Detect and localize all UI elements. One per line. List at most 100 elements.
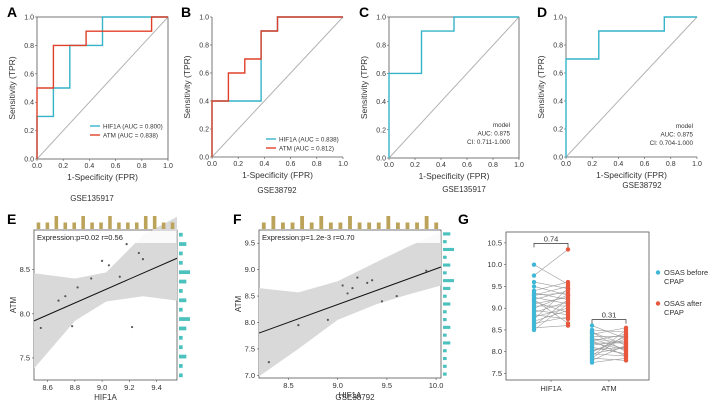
dot-before-cpap — [589, 329, 595, 335]
top-histogram-bar-e — [161, 222, 166, 229]
right-histogram-bar-e — [179, 260, 183, 265]
scatter-point-e — [130, 325, 134, 329]
roc-x-label-c: 1-Specificity (FPR) — [419, 171, 490, 181]
right-histogram-bar-f — [443, 247, 454, 252]
dot-before-cpap — [531, 284, 537, 289]
p-value-label: 0.74 — [544, 234, 559, 243]
right-histogram-bar-f — [443, 255, 447, 259]
paired-x-category: HIF1A — [540, 384, 561, 393]
paired-x-category: ATM — [601, 384, 616, 393]
roc-y-label-a: Sensitivity (TPR) — [7, 56, 17, 119]
significance-bracket — [533, 243, 569, 248]
roc-x-label-b: 1-Specificity (FPR) — [242, 170, 313, 180]
scatter-point-e — [64, 295, 67, 298]
scatter-x-tick-f: 9.5 — [382, 381, 392, 390]
scatter-point-e — [125, 243, 128, 246]
pair-connector-line — [533, 281, 569, 289]
significance-bracket — [591, 319, 627, 324]
right-histogram-bar-e — [179, 317, 190, 321]
roc-x-tick-c: 1.0 — [514, 162, 524, 169]
scatter-point-f — [297, 324, 300, 327]
panel-label-e: E — [7, 211, 16, 227]
right-histogram-bar-f — [443, 333, 447, 337]
right-histogram-bar-e — [179, 326, 187, 331]
panel-label-b: B — [181, 4, 191, 20]
roc-curve-hif1a-a — [36, 16, 168, 159]
roc-annotation-d: CI: 0.704-1.000 — [650, 140, 694, 147]
roc-diagonal-c — [388, 16, 520, 159]
scatter-point-f — [356, 276, 359, 279]
top-histogram-bar-e — [152, 216, 157, 229]
confidence-band-f — [259, 231, 441, 377]
scatter-y-tick-f: 8.5 — [245, 292, 255, 301]
roc-subtitle-d: GSE38792 — [622, 181, 662, 190]
scatter-point-f — [371, 279, 374, 282]
top-histogram-bar-f — [405, 222, 410, 229]
right-histogram-bar-e — [179, 345, 183, 350]
scatter-point-f — [267, 361, 270, 364]
scatter-point-f — [346, 292, 349, 295]
pair-connector-line — [591, 334, 627, 359]
dot-before-cpap — [531, 327, 537, 333]
scatter-point-e — [141, 258, 145, 261]
scatter-x-tick-e: 8.8 — [70, 383, 80, 392]
roc-y-tick-d: 0.6 — [553, 71, 563, 78]
roc-y-tick-a: 1.0 — [24, 15, 34, 22]
pair-connector-line — [533, 292, 569, 296]
top-histogram-bar-f — [357, 222, 362, 229]
scatter-point-f — [380, 300, 384, 303]
roc-x-tick-b: 0.8 — [312, 161, 322, 168]
right-histogram-bar-f — [443, 279, 454, 283]
roc-x-tick-b: 0.0 — [207, 161, 217, 168]
right-histogram-bar-f — [443, 341, 451, 345]
roc-y-tick-b: 0.6 — [199, 71, 209, 78]
paired-plot-frame — [505, 231, 650, 381]
scatter-point-f — [425, 269, 428, 272]
roc-x-tick-a: 0.0 — [32, 163, 42, 170]
roc-annotation-c: CI: 0.711-1.000 — [467, 139, 510, 146]
scatter-point-e — [71, 325, 74, 328]
roc-x-tick-a: 1.0 — [163, 163, 173, 170]
paired-y-tick: 10.0 — [487, 260, 502, 269]
dot-after-cpap — [565, 290, 571, 296]
dot-before-cpap — [589, 356, 595, 361]
legend-dot — [655, 270, 661, 275]
roc-subtitle-a: GSE135917 — [70, 194, 114, 203]
panel-label-c: C — [359, 4, 369, 20]
scatter-y-label-e: ATM — [9, 297, 18, 314]
pair-connector-line — [533, 249, 569, 276]
top-histogram-bar-e — [170, 222, 175, 229]
right-histogram-bar-e — [179, 251, 183, 256]
roc-x-tick-d: 0.2 — [587, 161, 597, 168]
top-histogram-bar-f — [415, 222, 419, 229]
roc-y-tick-b: 0.0 — [199, 155, 209, 162]
right-histogram-bar-e — [179, 242, 187, 246]
scatter-point-e — [90, 277, 93, 280]
top-histogram-bar-e — [134, 222, 139, 229]
pair-connector-line — [533, 290, 569, 300]
dot-after-cpap — [623, 340, 629, 346]
dot-before-cpap — [531, 297, 537, 302]
pair-connector-line — [591, 340, 627, 357]
scatter-x-label-f: HIF1A — [339, 391, 362, 400]
paired-y-tick: 8.5 — [492, 325, 502, 334]
roc-x-tick-d: 1.0 — [692, 161, 702, 168]
roc-legend-entry-b: ATM (AUC = 0.812) — [279, 145, 334, 152]
roc-annotation-d: model — [676, 123, 693, 130]
stat-background-f — [260, 231, 440, 243]
top-histogram-bar-f — [348, 216, 352, 229]
pair-connector-line — [533, 288, 569, 320]
right-histogram-bar-f — [443, 356, 447, 361]
roc-x-tick-d: 0.4 — [614, 161, 624, 168]
top-histogram-bar-f — [395, 222, 400, 229]
scatter-point-f — [395, 294, 398, 298]
pair-connector-line — [591, 327, 627, 335]
roc-x-tick-a: 0.4 — [85, 163, 95, 170]
dot-before-cpap — [589, 345, 595, 350]
right-histogram-bar-f — [443, 364, 447, 368]
top-histogram-bar-e — [126, 222, 130, 229]
scatter-x-tick-f: 9.0 — [332, 381, 342, 390]
right-histogram-bar-f — [443, 286, 451, 290]
scatter-point-e — [57, 299, 60, 302]
scatter-y-tick-f: 8.0 — [245, 318, 255, 327]
